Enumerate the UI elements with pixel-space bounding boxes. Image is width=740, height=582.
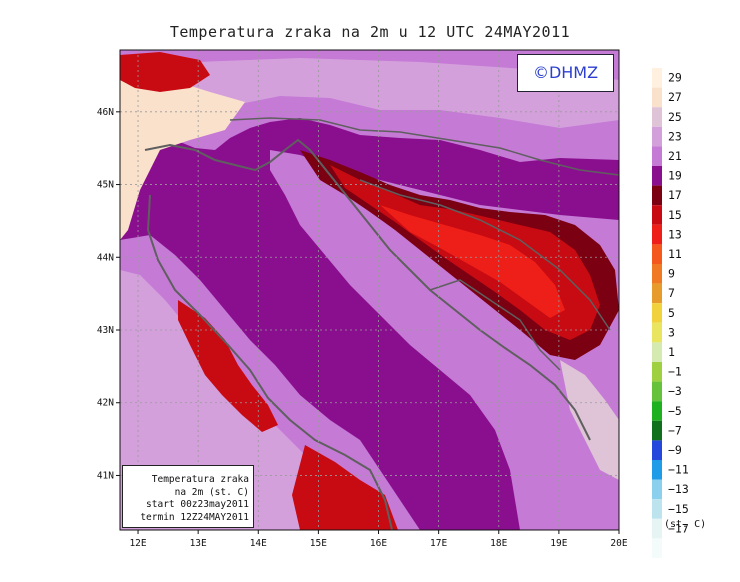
legend-label: −9	[668, 443, 682, 457]
x-tick-label: 16E	[370, 538, 387, 549]
southeast-pale	[560, 360, 619, 480]
legend-swatch	[652, 518, 662, 539]
land-northwest-hot	[120, 78, 245, 240]
color-legend: 29 27 25 23 21 19 17 15 13 11 9 7 5 3 1 −1 −3 −5 −7 −9 −11 −1…	[652, 68, 689, 558]
legend-label: 27	[668, 90, 682, 104]
legend-label: 3	[668, 325, 675, 339]
country-border	[359, 179, 611, 331]
legend-label: 25	[668, 110, 682, 124]
legend-swatch	[652, 420, 662, 441]
legend-label: 15	[668, 208, 682, 222]
legend-swatch	[652, 166, 662, 186]
legend-label: 13	[668, 227, 682, 241]
adriatic-coastline	[144, 138, 591, 441]
legend-label: 19	[668, 169, 682, 183]
legend-swatch	[652, 401, 662, 421]
legend-swatch	[652, 185, 662, 206]
legend-swatch	[652, 224, 662, 245]
legend-swatch	[652, 342, 662, 362]
italy-hot-band	[178, 300, 278, 432]
x-axis-ticks: 12E 13E 14E 15E 16E 17E 18E 19E 20E	[129, 530, 628, 549]
x-tick-label: 15E	[310, 538, 327, 549]
legend-swatch	[652, 264, 662, 284]
legend-label: 1	[668, 345, 675, 359]
x-tick-label: 12E	[129, 538, 146, 549]
y-tick-label: 43N	[97, 325, 114, 336]
legend-label: −15	[668, 502, 689, 516]
y-tick-label: 46N	[97, 107, 114, 118]
x-tick-label: 20E	[610, 538, 627, 549]
legend-swatch	[652, 460, 662, 480]
map-title: Temperatura zraka na 2m u 12 UTC 24MAY20…	[169, 23, 571, 41]
legend-label: 21	[668, 149, 682, 163]
legend-swatch	[652, 479, 662, 500]
legend-swatch	[652, 440, 662, 460]
y-tick-label: 41N	[97, 470, 114, 481]
legend-swatch	[652, 205, 662, 225]
legend-label: 5	[668, 306, 675, 320]
legend-unit: (st. C)	[664, 519, 706, 530]
legend-swatch	[652, 87, 662, 108]
y-axis-ticks: 46N 45N 44N 43N 42N 41N	[97, 107, 120, 481]
info-line: termin 12Z24MAY2011	[140, 511, 249, 523]
dhmz-logo: ©DHMZ	[517, 54, 614, 92]
country-border	[229, 117, 619, 176]
northeast-hot-patch	[120, 52, 210, 92]
legend-label: 23	[668, 129, 682, 143]
legend-swatch	[652, 381, 662, 402]
y-tick-label: 45N	[97, 180, 114, 191]
info-line: na 2m (st. C)	[174, 486, 249, 498]
legend-label: −17	[668, 521, 689, 535]
legend-label: 11	[668, 247, 682, 261]
y-tick-label: 42N	[97, 398, 114, 409]
legend-label: −7	[668, 423, 682, 437]
x-tick-label: 13E	[190, 538, 207, 549]
legend-swatch	[652, 538, 662, 558]
legend-label: 17	[668, 188, 682, 202]
legend-label: −5	[668, 404, 682, 418]
y-tick-label: 44N	[97, 252, 114, 263]
legend-swatch	[652, 283, 662, 304]
x-tick-label: 17E	[430, 538, 447, 549]
legend-swatch	[652, 303, 662, 323]
legend-label: −11	[668, 463, 689, 477]
legend-swatch	[652, 244, 662, 264]
country-border	[429, 279, 561, 371]
legend-label: −1	[668, 365, 682, 379]
legend-swatch	[652, 362, 662, 382]
legend-swatch	[652, 146, 662, 166]
info-line: Temperatura zraka	[151, 474, 249, 485]
x-tick-label: 14E	[250, 538, 267, 549]
dinaric-hot-core	[380, 205, 565, 318]
x-tick-label: 18E	[490, 538, 507, 549]
legend-label: −3	[668, 384, 682, 398]
x-tick-label: 19E	[550, 538, 567, 549]
legend-label: 9	[668, 267, 675, 281]
legend-swatch	[652, 126, 662, 147]
map-plot-area	[120, 50, 619, 530]
info-box: Temperatura zraka na 2m (st. C) start 00…	[122, 465, 254, 528]
legend-swatch	[652, 499, 662, 519]
italy-coastline	[146, 194, 393, 530]
legend-label: −13	[668, 482, 689, 496]
map-grid	[120, 50, 619, 530]
legend-swatch	[652, 107, 662, 127]
map-frame	[119, 49, 620, 531]
info-line: start 00z23may2011	[146, 499, 249, 510]
legend-label: 7	[668, 286, 675, 300]
legend-label: 29	[668, 71, 682, 85]
land-north-pale	[120, 58, 619, 128]
legend-swatch	[652, 68, 662, 88]
legend-swatch	[652, 322, 662, 343]
